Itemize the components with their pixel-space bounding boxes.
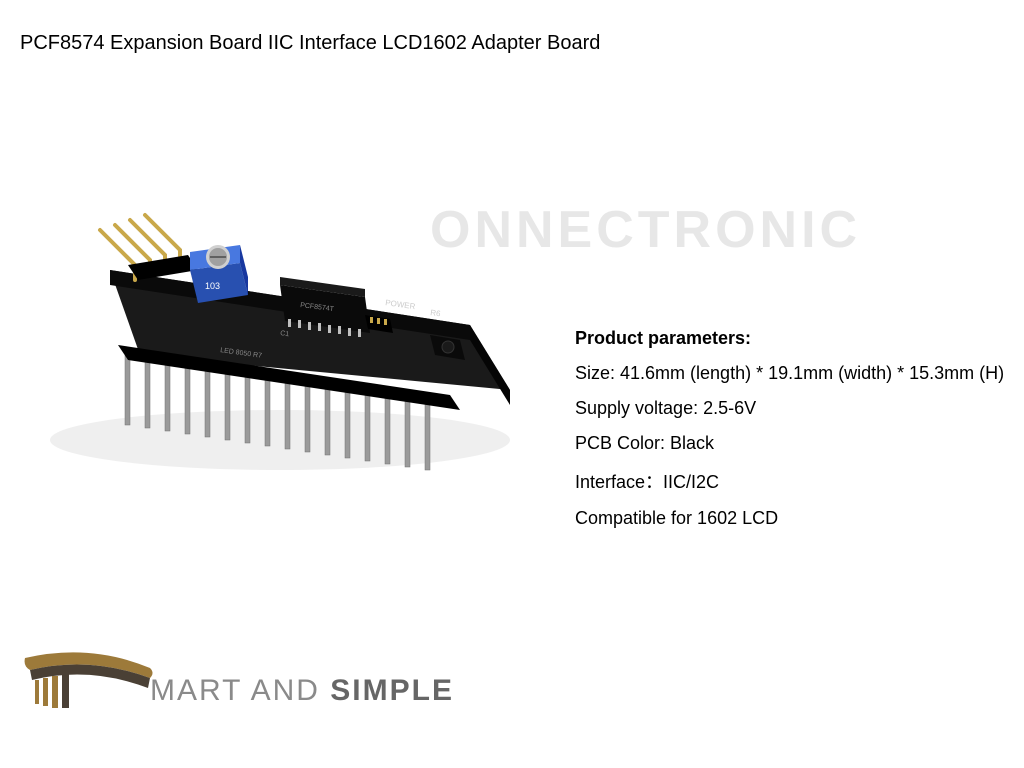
params-heading: Product parameters: (575, 328, 1004, 349)
logo-text-part1: MART AND (150, 674, 320, 707)
param-size: Size: 41.6mm (length) * 19.1mm (width) *… (575, 363, 1004, 384)
param-compatible: Compatible for 1602 LCD (575, 508, 1004, 529)
logo-text-part2: SIMPLE (320, 674, 454, 707)
param-interface: Interface：IIC/I2C (575, 468, 1004, 494)
svg-text:C1: C1 (280, 330, 290, 338)
svg-text:POWER: POWER (385, 298, 416, 311)
svg-text:R6: R6 (430, 308, 442, 318)
product-image: 103 PCF8574T (10, 130, 550, 490)
pcb-board-illustration: 103 PCF8574T (10, 130, 550, 490)
logo-text: MART AND SIMPLE (150, 674, 454, 708)
param-color: PCB Color: Black (575, 433, 1004, 454)
svg-text:103: 103 (205, 281, 220, 291)
logo-swoosh-icon (20, 648, 160, 708)
param-voltage: Supply voltage: 2.5-6V (575, 398, 1004, 419)
brand-logo: MART AND SIMPLE (20, 648, 454, 708)
product-parameters: Product parameters: Size: 41.6mm (length… (575, 328, 1004, 543)
product-title: PCF8574 Expansion Board IIC Interface LC… (20, 32, 600, 55)
